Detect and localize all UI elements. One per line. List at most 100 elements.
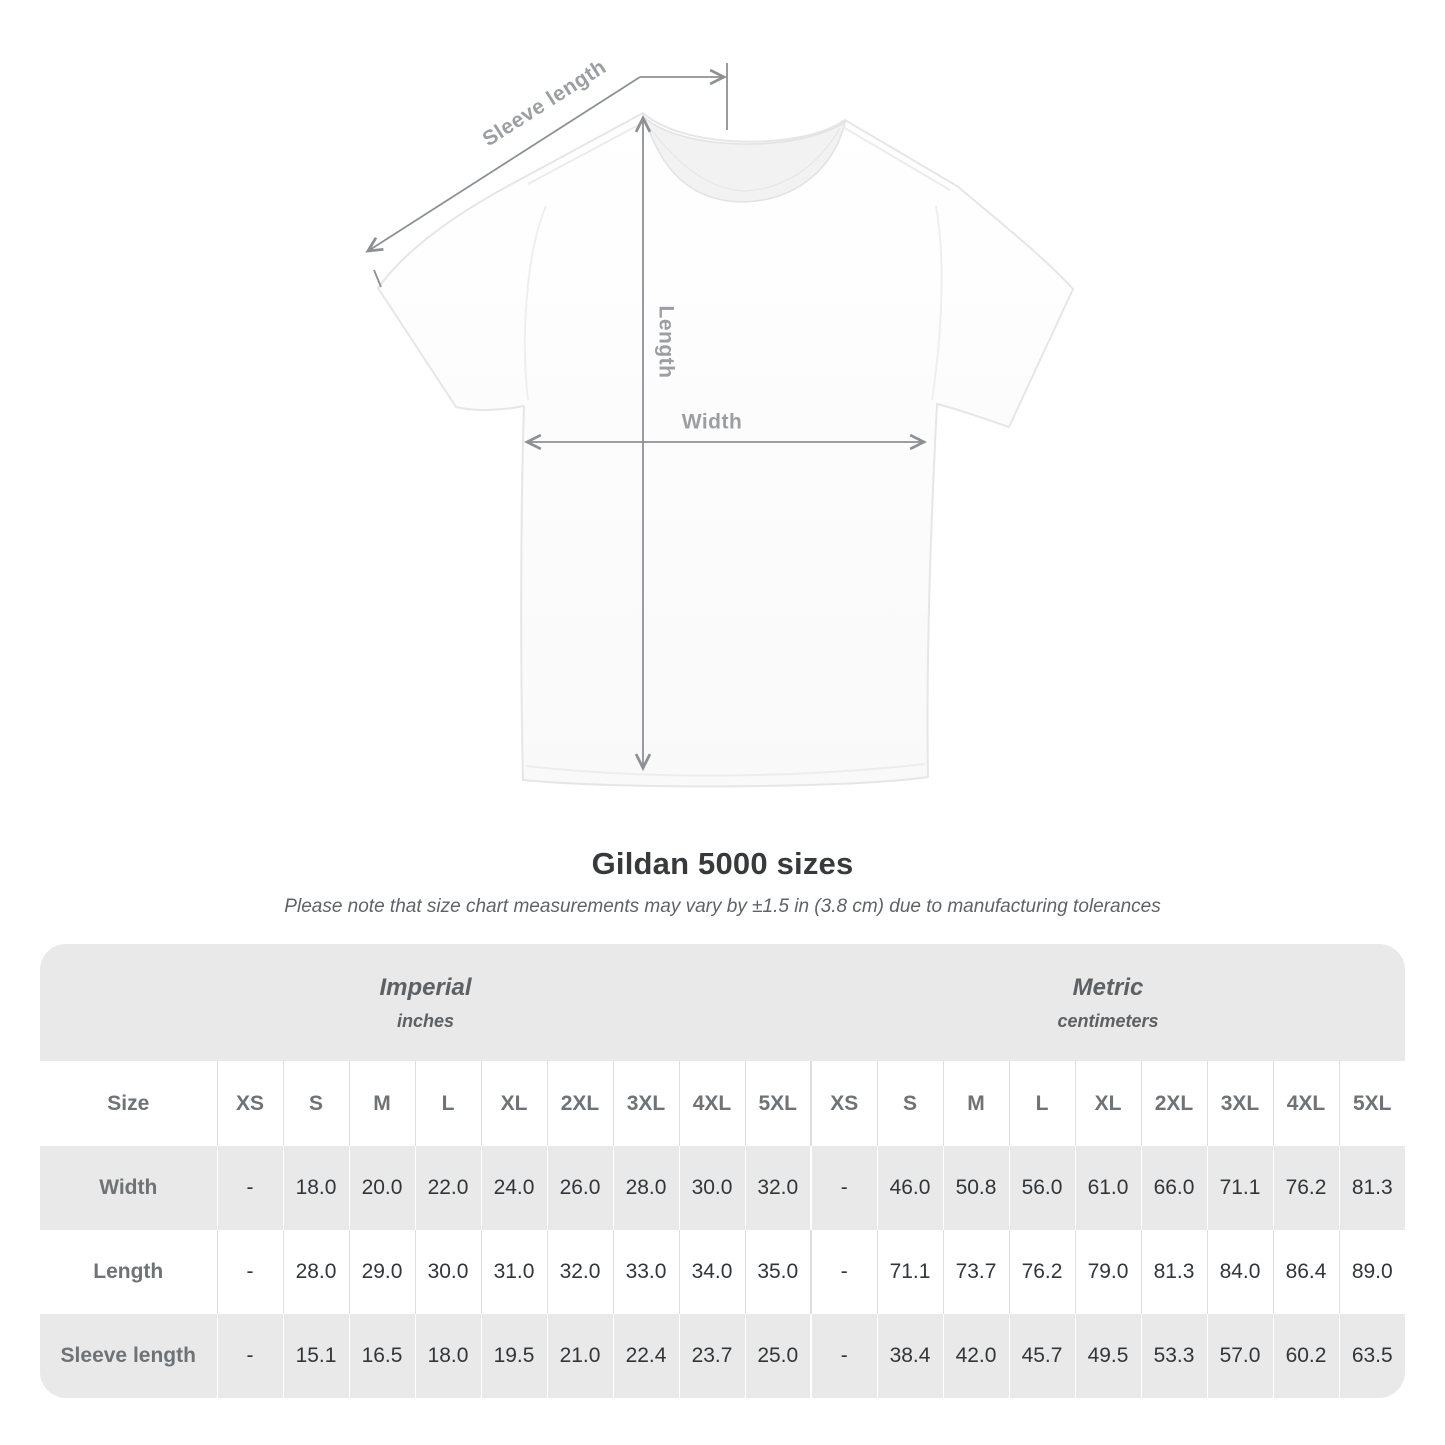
measurement-cell: 18.0	[414, 1314, 481, 1398]
measurement-cell: 30.0	[414, 1230, 481, 1314]
measurement-cell: 86.4	[1272, 1230, 1339, 1314]
measurement-cell: 53.3	[1140, 1314, 1207, 1398]
measurement-cell: 81.3	[1338, 1146, 1405, 1230]
size-corner-header: Size	[40, 1061, 217, 1146]
measurement-cell: 76.2	[1272, 1146, 1339, 1230]
measurement-cell: -	[810, 1146, 877, 1230]
measurement-cell: 22.4	[612, 1314, 679, 1398]
size-column-header: 4XL	[678, 1061, 745, 1146]
measurement-cell: 28.0	[612, 1146, 679, 1230]
sleeve-length-label: Sleeve length	[479, 55, 611, 151]
measurement-cell: 84.0	[1206, 1230, 1273, 1314]
measurement-cell: 71.1	[1206, 1146, 1273, 1230]
size-column-header: 4XL	[1272, 1061, 1339, 1146]
measurement-cell: 24.0	[480, 1146, 547, 1230]
metric-group-unit: centimeters	[1057, 1010, 1159, 1031]
measurement-cell: 21.0	[546, 1314, 613, 1398]
measurement-cell: 56.0	[1008, 1146, 1075, 1230]
measurement-cell: 33.0	[612, 1230, 679, 1314]
measurement-cell: 63.5	[1338, 1314, 1405, 1398]
size-column-header: 3XL	[612, 1061, 679, 1146]
page-title: Gildan 5000 sizes	[591, 846, 854, 881]
measurement-cell: 89.0	[1338, 1230, 1405, 1314]
tshirt-illustration	[377, 112, 1074, 788]
measurement-cell: 18.0	[282, 1146, 349, 1230]
size-column-header: XS	[810, 1061, 877, 1146]
measurement-row-label: Width	[40, 1146, 217, 1230]
measurement-cell: -	[216, 1314, 283, 1398]
measurement-cell: 15.1	[282, 1314, 349, 1398]
size-header-row: Size XS S M L XL 2XL 3XL 4XL 5XL XS S M L XL 2XL 3XL 4XL…	[40, 1061, 1405, 1146]
size-column-header: L	[414, 1061, 481, 1146]
measurement-cell: 38.4	[876, 1314, 943, 1398]
metric-group-name: Metric	[1072, 973, 1144, 1001]
measurement-row-label: Sleeve length	[40, 1314, 217, 1398]
size-column-header: S	[876, 1061, 943, 1146]
measurement-cell: 16.5	[348, 1314, 415, 1398]
metric-group-header: Metric centimeters	[811, 944, 1405, 1061]
imperial-group-unit: inches	[396, 1010, 455, 1031]
measurement-cell: -	[216, 1230, 283, 1314]
measurement-cell: 20.0	[348, 1146, 415, 1230]
size-column-header: 3XL	[1206, 1061, 1273, 1146]
imperial-group-header: Imperial inches	[40, 944, 811, 1061]
measurement-cell: 32.0	[744, 1146, 811, 1230]
measurement-cell: 19.5	[480, 1314, 547, 1398]
size-table: Imperial inches Metric centimeters Size …	[40, 944, 1405, 1398]
measurement-cell: 61.0	[1074, 1146, 1141, 1230]
measurement-cell: 22.0	[414, 1146, 481, 1230]
measurement-cell: 81.3	[1140, 1230, 1207, 1314]
measurement-cell: -	[216, 1146, 283, 1230]
measurement-row: Width -18.0 20.0 22.0 24.0 26.0 28.0 30.0 32.0-4…	[40, 1146, 1405, 1230]
unit-group-row: Imperial inches Metric centimeters	[40, 944, 1405, 1061]
collar	[643, 115, 847, 203]
measurement-cell: 73.7	[942, 1230, 1009, 1314]
measurement-cell: 34.0	[678, 1230, 745, 1314]
measurement-cell: 42.0	[942, 1314, 1009, 1398]
size-column-header: 5XL	[744, 1061, 811, 1146]
measurement-cell: 30.0	[678, 1146, 745, 1230]
measurement-cell: 29.0	[348, 1230, 415, 1314]
measurement-cell: -	[810, 1314, 877, 1398]
measurement-cell: 31.0	[480, 1230, 547, 1314]
size-table-grid: Imperial inches Metric centimeters Size …	[40, 944, 1405, 1398]
measurement-cell: 45.7	[1008, 1314, 1075, 1398]
measurement-cell: -	[810, 1230, 877, 1314]
imperial-group-name: Imperial	[379, 973, 472, 1001]
measurement-cell: 46.0	[876, 1146, 943, 1230]
size-column-header: XL	[1074, 1061, 1141, 1146]
measurement-cell: 35.0	[744, 1230, 811, 1314]
measurement-cell: 26.0	[546, 1146, 613, 1230]
size-column-header: L	[1008, 1061, 1075, 1146]
tshirt-measurement-diagram: Sleeve length Length Width	[0, 55, 1074, 788]
size-column-header: M	[348, 1061, 415, 1146]
measurement-cell: 49.5	[1074, 1314, 1141, 1398]
size-column-header: 2XL	[546, 1061, 613, 1146]
measurement-row-label: Length	[40, 1230, 217, 1314]
length-label: Length	[654, 306, 677, 379]
measurement-cell: 28.0	[282, 1230, 349, 1314]
size-column-header: 5XL	[1338, 1061, 1405, 1146]
measurement-cell: 71.1	[876, 1230, 943, 1314]
measurement-cell: 79.0	[1074, 1230, 1141, 1314]
sleeve-length-arrow-extension	[373, 269, 382, 288]
measurement-cell: 50.8	[942, 1146, 1009, 1230]
measurement-cell: 32.0	[546, 1230, 613, 1314]
measurement-row: Sleeve length -15.1 16.5 18.0 19.5 21.0 22.4 23…	[40, 1314, 1405, 1398]
tolerance-note: Please note that size chart measurements…	[284, 896, 1161, 917]
sleeve-length-arrow	[368, 76, 641, 251]
size-column-header: M	[942, 1061, 1009, 1146]
measurement-cell: 23.7	[678, 1314, 745, 1398]
measurement-cell: 60.2	[1272, 1314, 1339, 1398]
width-label: Width	[682, 411, 743, 434]
size-column-header: XS	[216, 1061, 283, 1146]
size-column-header: S	[282, 1061, 349, 1146]
measurement-cell: 57.0	[1206, 1314, 1273, 1398]
measurement-row: Length -28.0 29.0 30.0 31.0 32.0 33.0 34.0 35.0-…	[40, 1230, 1405, 1314]
measurement-cell: 76.2	[1008, 1230, 1075, 1314]
measurement-cell: 66.0	[1140, 1146, 1207, 1230]
measurement-cell: 25.0	[744, 1314, 811, 1398]
size-column-header: 2XL	[1140, 1061, 1207, 1146]
size-column-header: XL	[480, 1061, 547, 1146]
